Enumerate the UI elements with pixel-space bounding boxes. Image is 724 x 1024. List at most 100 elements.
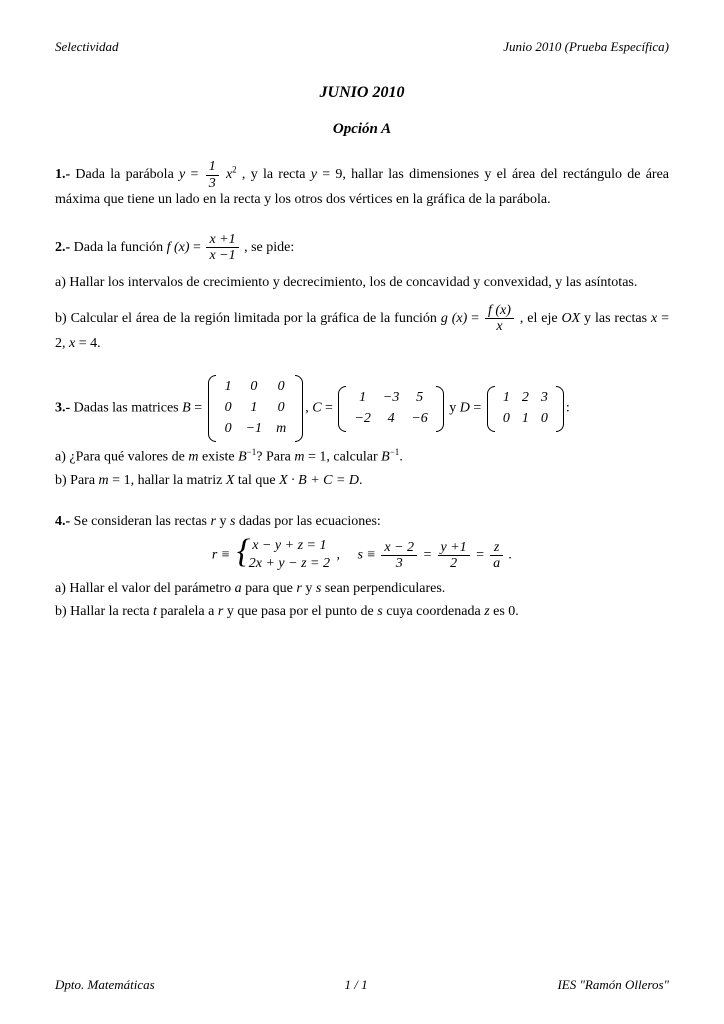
matrix-B: 100 010 0−1m — [208, 375, 304, 442]
p4-t2: y — [216, 514, 230, 529]
p4-r-lbl: r ≡ — [212, 548, 234, 563]
p4b-t2: paralela a — [157, 604, 218, 619]
p3a-m2: m — [294, 450, 304, 465]
problem-2: 2.- Dada la función f (x) = x +1x −1 , s… — [55, 232, 669, 353]
sys-row-2: 2x + y − z = 2 — [249, 555, 330, 573]
p3-C: C — [312, 401, 321, 416]
p3a-t4: = 1, calcular — [304, 450, 381, 465]
p3-D: D — [460, 401, 470, 416]
p4b-t3: y que pasa por el punto de — [223, 604, 377, 619]
p4b-t5: es 0. — [490, 604, 519, 619]
p4-comma: , — [333, 548, 358, 563]
p4-a: a) Hallar el valor del parámetro a para … — [55, 580, 669, 599]
problem-1: 1.- Dada la parábola y = 13 x2 , y la re… — [55, 159, 669, 210]
p4a-t3: y — [302, 581, 316, 596]
problem-4: 4.- Se consideran las rectas r y s dadas… — [55, 513, 669, 622]
p4-eq2: = — [472, 548, 488, 563]
p2-f: f — [167, 240, 174, 255]
p2-b: b) Calcular el área de la región limitad… — [55, 303, 669, 354]
p3b-expr: X · B + C = D — [279, 473, 359, 488]
p3-b: b) Para m = 1, hallar la matriz X tal qu… — [55, 472, 669, 491]
title-main: JUNIO 2010 — [55, 82, 669, 104]
p3b-t2: = 1, hallar la matriz — [109, 473, 226, 488]
p4-s-lbl: s ≡ — [357, 548, 379, 563]
p4a-t4: sean perpendiculares. — [321, 581, 445, 596]
p2b-eq: = — [467, 311, 483, 326]
p2-t2: , se pide: — [241, 240, 295, 255]
p3a-Binv2: B — [381, 450, 390, 465]
matrix-D: 123 010 — [487, 386, 564, 432]
p4-t3: dadas por las ecuaciones: — [235, 514, 380, 529]
p3-eq1: = — [191, 401, 206, 416]
p2-num: 2.- — [55, 240, 70, 255]
header-left: Selectividad — [55, 38, 119, 56]
problem-3: 3.- Dadas las matrices B = 100 010 0−1m … — [55, 375, 669, 490]
header-right: Junio 2010 (Prueba Específica) — [503, 38, 669, 56]
p2b-frac: f (x)x — [485, 303, 514, 335]
p2-stem: 2.- Dada la función f (x) = x +1x −1 , s… — [55, 232, 669, 264]
p4a-t1: a) Hallar el valor del parámetro — [55, 581, 235, 596]
p3-B: B — [182, 401, 191, 416]
p4-dot: . — [505, 548, 512, 563]
p3b-t4: . — [359, 473, 363, 488]
p1-x: x — [221, 168, 232, 183]
p3a-t5: . — [399, 450, 403, 465]
p1-frac-top: 1 — [206, 159, 219, 175]
p2b-fb: x — [485, 319, 514, 334]
p3a-inv1: −1 — [247, 447, 257, 457]
header: Selectividad Junio 2010 (Prueba Específi… — [55, 38, 669, 56]
page: Selectividad Junio 2010 (Prueba Específi… — [0, 0, 724, 1024]
p3-colon: : — [566, 401, 570, 416]
p2b-ox: OX — [561, 311, 580, 326]
p2-t1: Dada la función — [70, 240, 166, 255]
p3-stem: 3.- Dadas las matrices B = 100 010 0−1m … — [55, 375, 669, 442]
p4-num: 4.- — [55, 514, 70, 529]
p2b-t3: y las rectas — [580, 311, 651, 326]
p2-ft: x +1 — [206, 232, 238, 248]
p1-num: 1.- — [55, 168, 70, 183]
p4-f2: y +12 — [438, 540, 470, 572]
footer-center: 1 / 1 — [344, 976, 367, 994]
p3a-m1: m — [188, 450, 198, 465]
p3-eq2: = — [322, 401, 337, 416]
p4-b: b) Hallar la recta t paralela a r y que … — [55, 603, 669, 622]
p3-eq3: = — [470, 401, 485, 416]
p3-a: a) ¿Para qué valores de m existe B−1? Pa… — [55, 446, 669, 468]
p3b-m: m — [99, 473, 109, 488]
p4-f1: x − 23 — [381, 540, 417, 572]
brace-icon: { — [237, 535, 251, 575]
p3a-t1: a) ¿Para qué valores de — [55, 450, 188, 465]
p4a-a: a — [235, 581, 242, 596]
p2-fb: x −1 — [206, 248, 238, 263]
p1-eq: = — [185, 168, 203, 183]
footer-right: IES "Ramón Olleros" — [557, 976, 669, 994]
p3b-t3: tal que — [234, 473, 279, 488]
p2b-ft: f (x) — [485, 303, 514, 319]
p4-system: {x − y + z = 12x + y − z = 2 — [237, 537, 330, 573]
p4-equations: r ≡ {x − y + z = 12x + y − z = 2 , s ≡ x… — [55, 537, 669, 573]
sys-row-1: x − y + z = 1 — [249, 537, 330, 555]
title-option: Opción A — [55, 119, 669, 139]
p1-frac: 13 — [206, 159, 219, 191]
p4b-t4: cuya coordenada — [383, 604, 484, 619]
matrix-C: 1−35 −24−6 — [338, 386, 443, 432]
footer-left: Dpto. Matemáticas — [55, 976, 155, 994]
p2b-t1: b) Calcular el área de la región limitad… — [55, 311, 441, 326]
p3a-inv2: −1 — [390, 447, 400, 457]
p4b-t1: b) Hallar la recta — [55, 604, 153, 619]
p3-num: 3.- — [55, 401, 70, 416]
p2b-g: g — [441, 311, 452, 326]
p4-stem: 4.- Se consideran las rectas r y s dadas… — [55, 513, 669, 532]
p3a-t3: ? Para — [256, 450, 294, 465]
p2b-gx: (x) — [452, 311, 468, 326]
p3a-Binv1: B — [238, 450, 247, 465]
p1-t1: Dada la parábola — [70, 168, 179, 183]
p4-f3: za — [490, 540, 503, 572]
footer: Dpto. Matemáticas 1 / 1 IES "Ramón Oller… — [55, 976, 669, 994]
p4a-t2: para que — [242, 581, 297, 596]
p2b-t7: = 4. — [75, 336, 100, 351]
p4-eq1: = — [419, 548, 435, 563]
p3-y: y — [446, 401, 460, 416]
p2-x: (x) — [174, 240, 190, 255]
p1-t2: , y la recta — [237, 168, 311, 183]
